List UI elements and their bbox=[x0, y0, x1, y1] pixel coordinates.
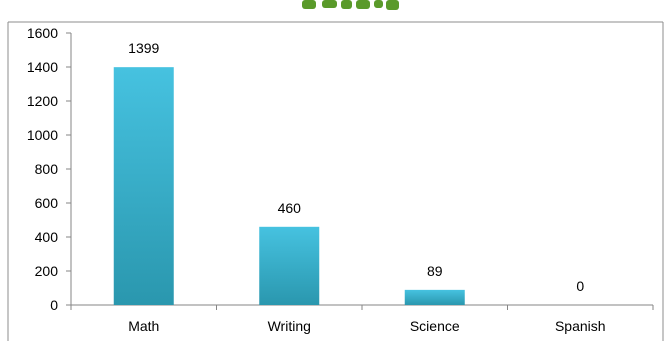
title-fragment-glyph-2 bbox=[341, 0, 352, 9]
x-tick-label-science: Science bbox=[410, 318, 460, 334]
data-labels: 1399 460 89 0 bbox=[128, 40, 584, 294]
title-fragment-glyph-4 bbox=[374, 0, 383, 8]
y-tick-label: 0 bbox=[50, 297, 58, 313]
y-tick-label: 600 bbox=[35, 195, 59, 211]
data-label-spanish: 0 bbox=[576, 278, 584, 294]
y-tick-label: 1000 bbox=[27, 127, 58, 143]
data-label-writing: 460 bbox=[278, 200, 302, 216]
title-fragment-glyph-3 bbox=[356, 0, 370, 9]
y-tick-label: 1600 bbox=[27, 25, 58, 41]
title-fragment-glyph-1 bbox=[322, 0, 337, 8]
y-tick-label: 200 bbox=[35, 263, 59, 279]
data-label-science: 89 bbox=[427, 263, 443, 279]
y-tick-label: 400 bbox=[35, 229, 59, 245]
chart-frame bbox=[7, 21, 664, 341]
bar-math bbox=[113, 67, 174, 305]
bar-writing bbox=[259, 226, 320, 305]
title-fragment-glyph-0 bbox=[302, 0, 316, 9]
bars bbox=[113, 67, 465, 305]
x-axis-tick-labels: Math Writing Science Spanish bbox=[128, 318, 605, 334]
y-axis-tick-labels: 0 200 400 600 800 1000 1200 1400 1600 bbox=[27, 25, 58, 313]
y-tick-label: 800 bbox=[35, 161, 59, 177]
x-tick-label-math: Math bbox=[128, 318, 159, 334]
y-tick-label: 1200 bbox=[27, 93, 58, 109]
x-tick-label-spanish: Spanish bbox=[555, 318, 606, 334]
x-tick-label-writing: Writing bbox=[268, 318, 311, 334]
bar-science bbox=[404, 289, 465, 305]
title-fragment-glyph-5 bbox=[386, 0, 399, 10]
data-label-math: 1399 bbox=[128, 40, 159, 56]
clipped-title-fragment bbox=[302, 0, 399, 10]
y-tick-label: 1400 bbox=[27, 59, 58, 75]
